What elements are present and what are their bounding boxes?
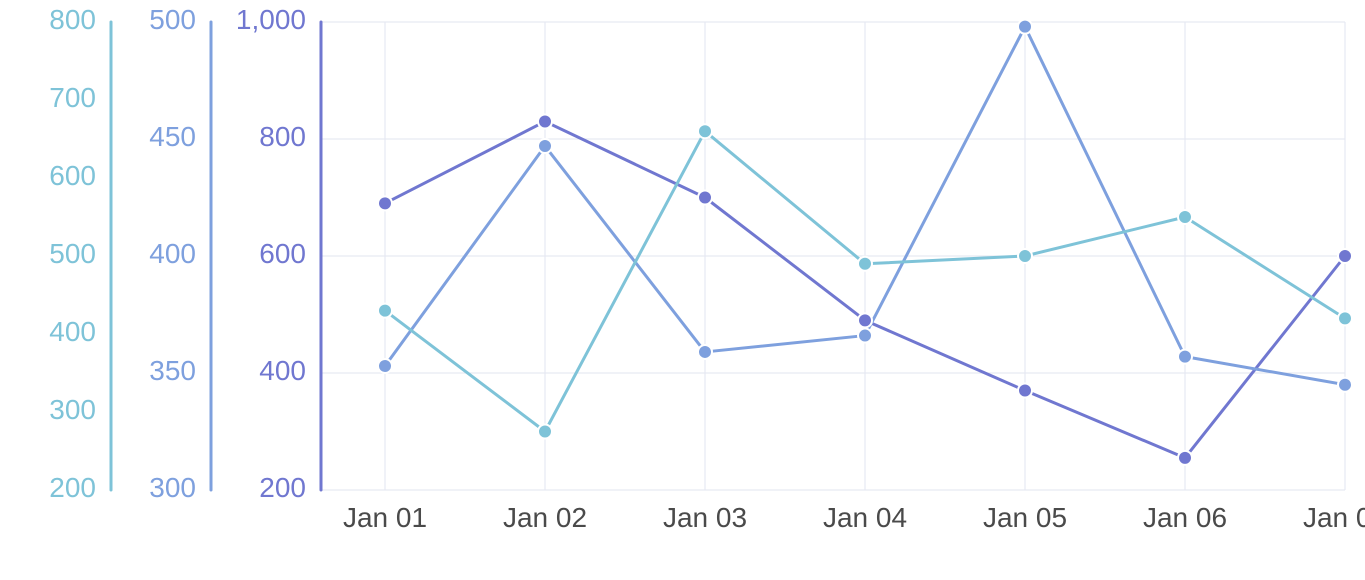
x-axis-tick-label: Jan 02: [503, 502, 587, 534]
y-axis-0-tick-label: 300: [49, 394, 96, 426]
y-axis-2-tick-label: 800: [259, 121, 306, 153]
y-axis-2-tick-label: 600: [259, 238, 306, 270]
y-axis-2-tick-label: 400: [259, 355, 306, 387]
x-axis-tick-label: Jan 06: [1143, 502, 1227, 534]
x-axis-tick-label: Jan 07: [1303, 502, 1365, 534]
y-axis-1-tick-label: 400: [149, 238, 196, 270]
y-axis-1-tick-label: 350: [149, 355, 196, 387]
x-axis-tick-label: Jan 03: [663, 502, 747, 534]
x-axis-tick-label: Jan 05: [983, 502, 1067, 534]
y-axis-1-tick-label: 450: [149, 121, 196, 153]
y-axis-1-tick-label: 500: [149, 4, 196, 36]
y-axis-1-tick-label: 300: [149, 472, 196, 504]
x-axis-tick-label: Jan 01: [343, 502, 427, 534]
y-axis-0-tick-label: 500: [49, 238, 96, 270]
multi-axis-line-chart: 200 300 400 500 600 700 800 300 350 400 450 500 200 4…: [0, 0, 1365, 580]
y-axis-0-tick-label: 700: [49, 82, 96, 114]
y-axis-0-tick-label: 400: [49, 316, 96, 348]
y-axis-0-tick-label: 800: [49, 4, 96, 36]
x-axis-tick-label: Jan 04: [823, 502, 907, 534]
y-axis-2-tick-label: 1,000: [236, 4, 306, 36]
y-axis-2-tick-label: 200: [259, 472, 306, 504]
y-axis-0-tick-label: 600: [49, 160, 96, 192]
y-axis-0-tick-label: 200: [49, 472, 96, 504]
